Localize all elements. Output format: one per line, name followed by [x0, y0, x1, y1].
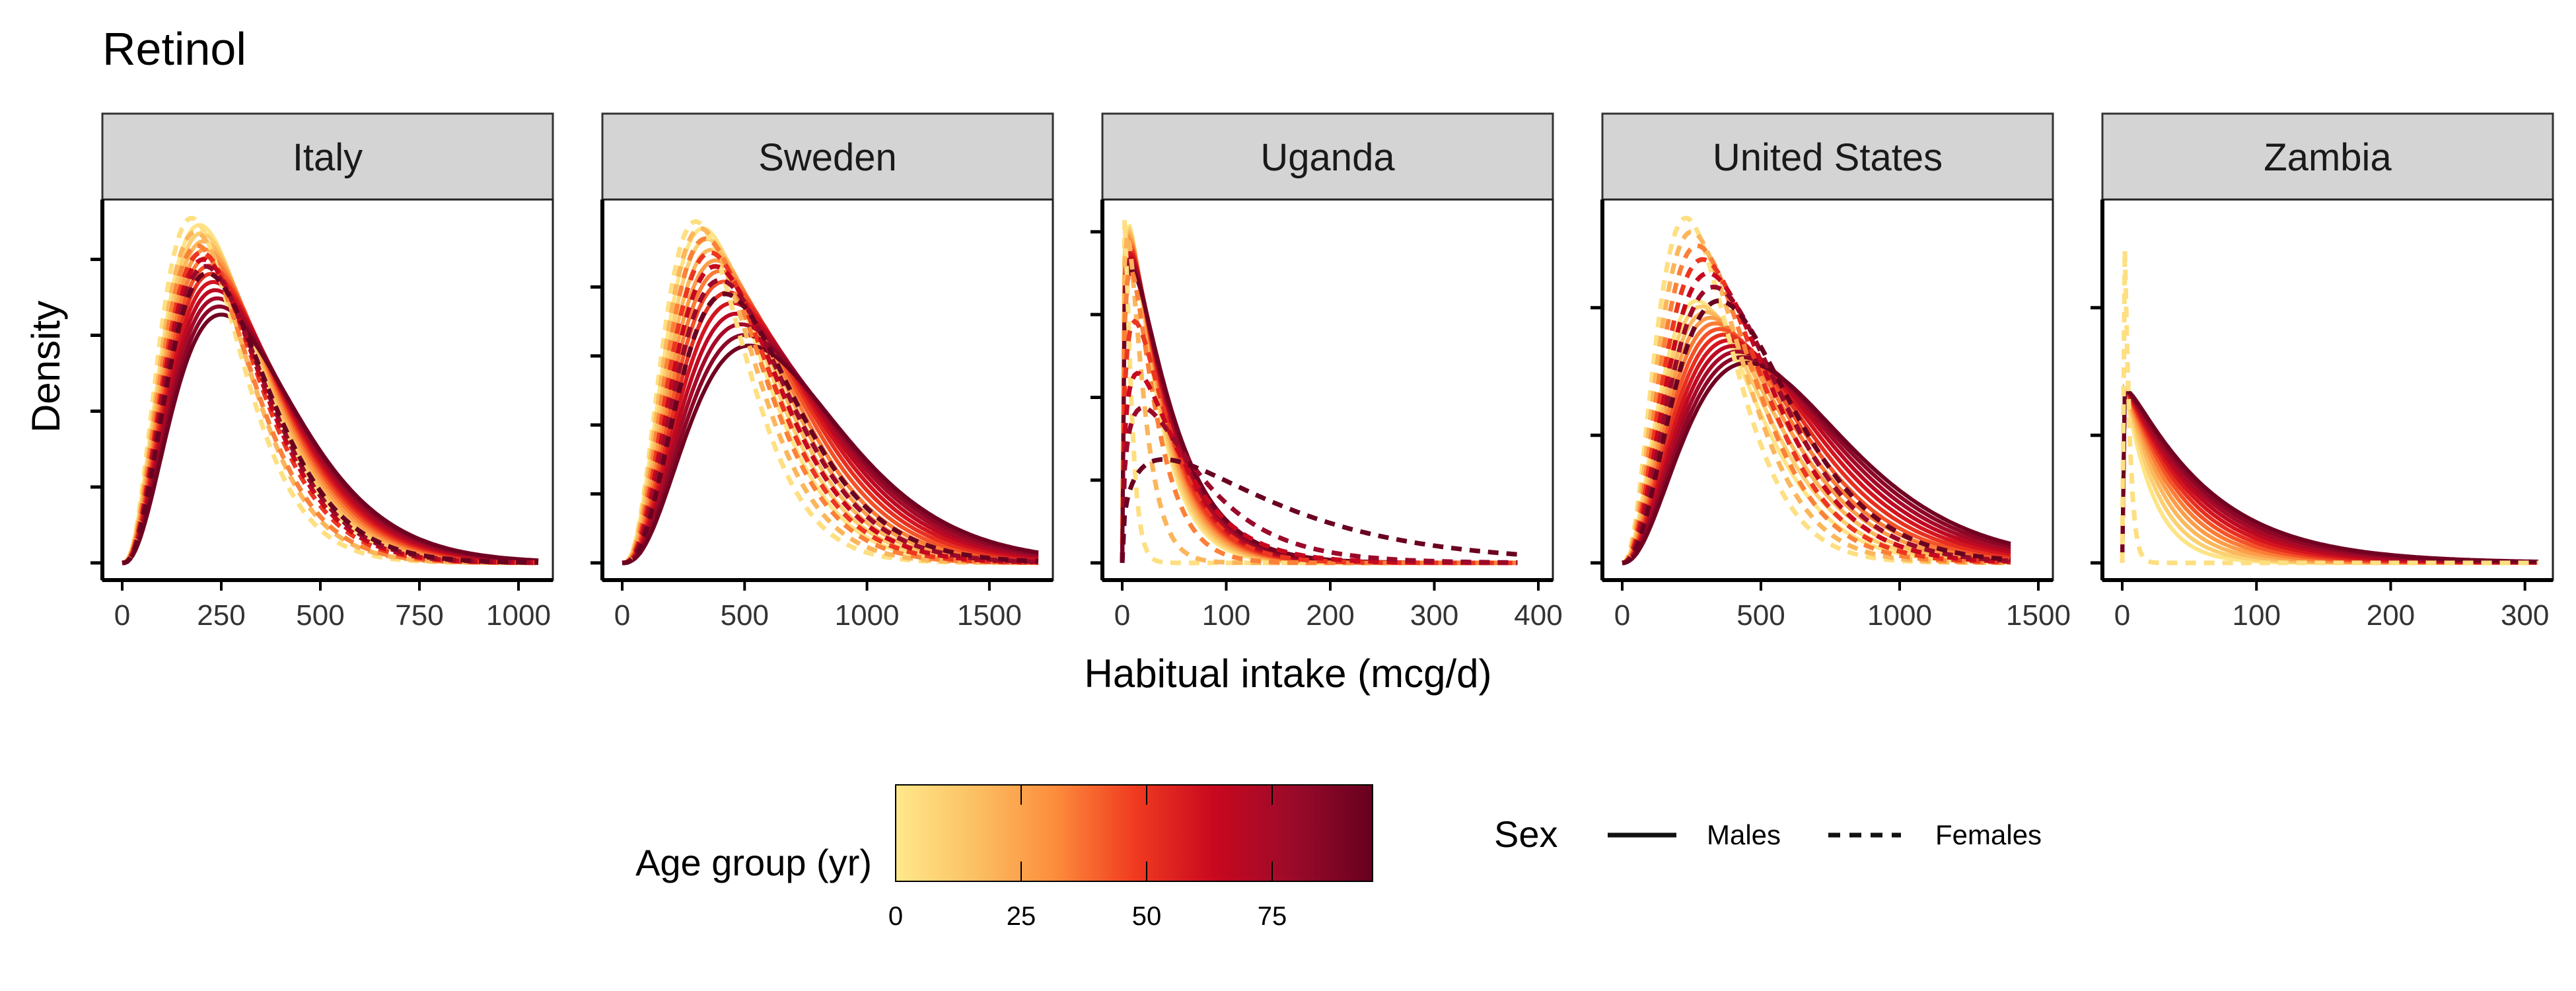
facet-panel: Sweden 0 500 1000 1500 [590, 112, 1054, 632]
facet-strip-label: United States [1713, 136, 1943, 179]
male-density-curve [1622, 361, 2011, 565]
chart-title: Retinol [102, 23, 246, 75]
x-tick-label: 500 [296, 599, 344, 632]
y-axis-title: Density [24, 301, 68, 433]
x-tick-label: 1500 [2006, 599, 2071, 632]
male-density-curve [1622, 355, 2011, 565]
male-density-curve [622, 322, 1039, 565]
legend-label-females: Females [1935, 819, 2042, 850]
female-density-curve [1120, 405, 1518, 565]
female-density-curve [1120, 235, 1518, 566]
x-tick-label: 100 [1202, 599, 1250, 632]
male-density-curve [2120, 388, 2538, 564]
male-density-curve [1622, 349, 2011, 565]
x-tick-label: 1000 [835, 599, 900, 632]
color-tick-label: 0 [888, 902, 903, 931]
facet-strip-label: Zambia [2264, 136, 2392, 179]
x-tick-label: 0 [1614, 599, 1630, 632]
female-density-curve [622, 219, 1038, 566]
legend-label-males: Males [1707, 819, 1781, 850]
x-tick-label: 0 [2114, 599, 2130, 632]
x-tick-label: 1000 [486, 599, 551, 632]
plot-area [1101, 198, 1554, 581]
female-density-curve [622, 226, 1039, 566]
female-density-curve [1622, 257, 2011, 566]
female-density-curve [1622, 243, 2011, 566]
x-tick-label: 500 [721, 599, 769, 632]
facet-strip-label: Sweden [758, 136, 897, 179]
male-density-curve [622, 344, 1039, 565]
color-legend-ticks: 0 25 50 75 [888, 785, 1287, 931]
x-tick-label: 0 [114, 599, 130, 632]
male-density-curve [622, 311, 1039, 565]
color-tick-label: 25 [1007, 902, 1036, 931]
female-density-curve [622, 291, 1039, 566]
facet-panel: Zambia 0 100 200 300 [2091, 112, 2554, 632]
facet-panel: United States 0 500 1000 1500 [1591, 112, 2071, 632]
series-lines [622, 219, 1039, 566]
color-tick-label: 75 [1258, 902, 1287, 931]
facet-strip-label: Uganda [1260, 136, 1395, 179]
x-tick-label: 300 [2501, 599, 2549, 632]
female-density-curve [2120, 250, 2538, 566]
x-tick-label: 1500 [957, 599, 1022, 632]
linetype-legend-title: Sex [1494, 813, 1558, 855]
x-tick-label: 500 [1736, 599, 1785, 632]
female-density-curve [122, 271, 538, 566]
male-density-curve [1622, 338, 2011, 565]
series-lines [2120, 250, 2539, 566]
facet-panel: Uganda 0 100 200 300 400 [1091, 112, 1563, 632]
color-legend-title: Age group (yr) [635, 842, 872, 883]
facet-panel: Italy 0 250 500 750 1000 [90, 112, 554, 632]
x-tick-label: 1000 [1867, 599, 1932, 632]
series-lines [1120, 220, 1518, 566]
facet-strip [601, 112, 1054, 201]
x-tick-label: 250 [197, 599, 245, 632]
female-density-curve [1622, 284, 2011, 566]
color-bar [895, 784, 1373, 882]
female-density-curve [122, 250, 538, 566]
female-density-curve [1120, 457, 1518, 564]
x-tick-label: 0 [614, 599, 630, 632]
female-density-curve [1622, 298, 2011, 566]
x-axis-title: Habitual intake (mcg/d) [1085, 651, 1492, 696]
x-tick-label: 200 [1306, 599, 1354, 632]
facet-strip [1101, 112, 1554, 201]
male-density-curve [122, 312, 539, 565]
facet-strip [1601, 112, 2054, 201]
x-tick-label: 750 [395, 599, 443, 632]
series-lines [1622, 215, 2011, 566]
x-tick-label: 400 [1514, 599, 1562, 632]
female-density-curve [1622, 271, 2011, 566]
female-density-curve [122, 243, 538, 566]
x-tick-label: 200 [2367, 599, 2415, 632]
male-density-curve [622, 290, 1039, 565]
series-lines [122, 215, 539, 566]
male-density-curve [1622, 344, 2011, 565]
x-tick-label: 0 [1114, 599, 1130, 632]
male-density-curve [622, 301, 1039, 565]
male-density-curve [1622, 332, 2011, 565]
facet-strip-label: Italy [293, 136, 363, 179]
x-tick-label: 100 [2233, 599, 2281, 632]
x-tick-label: 300 [1410, 599, 1458, 632]
facet-strip [101, 112, 554, 201]
female-density-curve [622, 250, 1038, 566]
male-density-curve [1622, 304, 2011, 565]
sex-linetype-legend: Sex Males Females [1494, 813, 2042, 855]
age-color-legend: Age group (yr) 0 25 50 75 [635, 784, 1373, 931]
color-tick-label: 50 [1132, 902, 1162, 931]
